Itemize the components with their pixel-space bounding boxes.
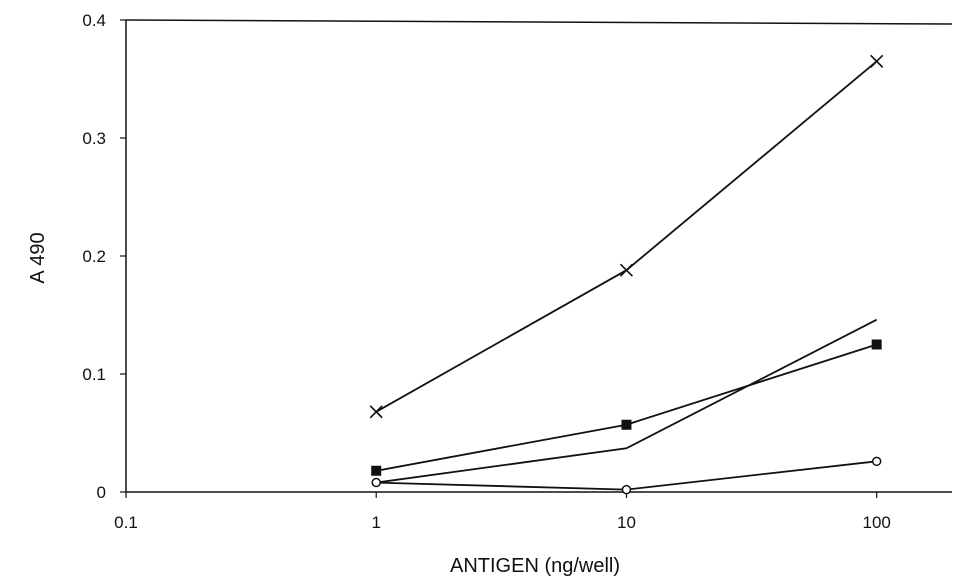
- x-axis-title: ANTIGEN (ng/well): [450, 555, 620, 577]
- x-tick-label: 0.1: [114, 513, 138, 532]
- series-line: [376, 318, 878, 484]
- top-frame-line: [125, 19, 953, 25]
- y-axis-title: A 490: [27, 232, 49, 283]
- y-tick-label: 0.3: [82, 129, 106, 148]
- series-4: [371, 456, 882, 495]
- circle-marker-icon: [621, 484, 632, 495]
- plot-frame: [125, 19, 953, 493]
- series-1: [369, 54, 884, 419]
- x-marker-icon: [870, 54, 884, 68]
- circle-marker-icon: [371, 477, 381, 488]
- y-tick-label: 0: [97, 483, 106, 502]
- x-tick-label: 100: [862, 513, 890, 532]
- y-tick-label: 0.1: [82, 365, 106, 384]
- y-axis-ticks: 0 0.1 0.2 0.3 0.4: [82, 11, 126, 502]
- y-tick-label: 0.2: [82, 247, 106, 266]
- square-marker-icon: [871, 339, 882, 350]
- square-marker-icon: [371, 465, 382, 476]
- circle-marker-icon: [871, 456, 882, 467]
- square-marker-icon: [621, 419, 632, 430]
- y-tick-label: 0.4: [82, 11, 106, 30]
- series-2: [371, 339, 882, 476]
- series-layer: [369, 54, 884, 495]
- x-marker-icon: [369, 405, 383, 419]
- series-line: [376, 343, 877, 472]
- x-tick-label: 1: [371, 513, 380, 532]
- x-axis-ticks: 0.1 1 10 100: [114, 492, 891, 532]
- x-marker-icon: [619, 263, 634, 277]
- x-tick-label: 10: [617, 513, 636, 532]
- series-3: [376, 318, 878, 484]
